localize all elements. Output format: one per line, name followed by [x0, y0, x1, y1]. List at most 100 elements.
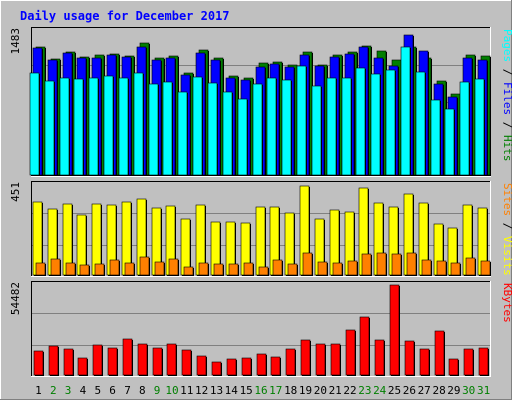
- bar-sites-day-24: [376, 252, 387, 276]
- x-tick-label-day-7: 7: [124, 384, 131, 397]
- x-tick-label-day-25: 25: [388, 384, 401, 397]
- chart-title: Daily usage for December 2017: [20, 9, 230, 23]
- x-tick-label-day-10: 10: [165, 384, 178, 397]
- x-tick-label-day-23: 23: [358, 384, 371, 397]
- bar-sites-day-13: [213, 263, 224, 276]
- panel-pages-files-hits-legend: Pages / Files / Hits: [501, 29, 512, 162]
- bar-kbytes-day-29: [448, 358, 459, 376]
- bar-pages-day-25: [385, 69, 396, 176]
- bar-sites-day-27: [421, 259, 432, 276]
- bar-sites-day-7: [124, 262, 135, 276]
- bar-kbytes-day-10: [166, 343, 177, 376]
- bar-sites-day-25: [391, 253, 402, 276]
- legend-separator: /: [501, 216, 512, 236]
- x-tick-label-day-11: 11: [180, 384, 193, 397]
- x-tick-label-day-21: 21: [329, 384, 342, 397]
- bar-sites-day-11: [183, 266, 194, 276]
- bar-pages-day-29: [444, 108, 455, 176]
- panel-pages-files-hits-ymax-label: 1483: [9, 28, 22, 55]
- bar-pages-day-12: [192, 76, 203, 176]
- bar-pages-day-30: [459, 81, 470, 176]
- x-tick-label-day-24: 24: [373, 384, 387, 397]
- bar-kbytes-day-11: [181, 349, 192, 376]
- bar-pages-day-22: [341, 77, 352, 176]
- bar-kbytes-day-24: [374, 339, 385, 376]
- bar-kbytes-day-9: [152, 347, 163, 376]
- bar-pages-day-23: [355, 67, 366, 176]
- bar-kbytes-day-15: [241, 357, 252, 376]
- bar-sites-day-30: [465, 257, 476, 276]
- bar-pages-day-16: [252, 83, 263, 176]
- bar-pages-day-14: [222, 91, 233, 176]
- chart-panels: 1483 Pages / Files / Hits 451 Sites / Visit…: [9, 27, 512, 377]
- bar-kbytes-day-31: [478, 347, 489, 376]
- bar-sites-day-28: [436, 260, 447, 276]
- bar-sites-day-14: [228, 263, 239, 276]
- x-axis-day-labels: 1 2 3 4 5 6 7 8 9 10 11 12 13 14 15 16 17 18 19 20 21 22 23 24 2…: [35, 384, 490, 397]
- bar-kbytes-day-16: [256, 353, 267, 376]
- bar-sites-day-31: [480, 260, 491, 276]
- legend-entry-hits: Hits: [501, 135, 512, 162]
- bar-visits-day-11: [180, 218, 191, 276]
- bar-visits-day-16: [255, 206, 266, 276]
- legend-entry-sites: Sites: [501, 183, 512, 216]
- bar-kbytes-day-1: [33, 350, 44, 376]
- legend-entry-pages: Pages: [501, 29, 512, 62]
- x-tick-label-day-27: 27: [418, 384, 431, 397]
- bar-pages-day-18: [281, 79, 292, 176]
- bar-pages-day-31: [474, 78, 485, 176]
- legend-entry-kbytes: KBytes: [501, 283, 512, 323]
- bar-sites-day-23: [361, 253, 372, 276]
- x-tick-label-day-13: 13: [210, 384, 223, 397]
- bar-kbytes-day-5: [92, 344, 103, 376]
- x-tick-label-day-1: 1: [35, 384, 42, 397]
- bar-sites-day-29: [450, 262, 461, 276]
- x-tick-label-day-9: 9: [154, 384, 161, 397]
- bar-sites-day-15: [243, 262, 254, 276]
- bar-pages-day-10: [162, 81, 173, 176]
- x-tick-label-day-31: 31: [477, 384, 490, 397]
- bar-pages-day-3: [59, 77, 70, 176]
- bar-sites-day-16: [258, 266, 269, 276]
- bar-pages-day-4: [73, 78, 84, 176]
- bar-kbytes-day-8: [137, 343, 148, 376]
- bar-sites-day-6: [109, 259, 120, 276]
- bar-sites-day-19: [302, 252, 313, 276]
- x-tick-label-day-8: 8: [139, 384, 146, 397]
- bar-pages-day-21: [326, 77, 337, 176]
- x-tick-label-day-29: 29: [447, 384, 460, 397]
- bar-pages-day-15: [237, 98, 248, 176]
- panel-kbytes-ymax-label: 54482: [9, 282, 22, 315]
- bar-sites-day-12: [198, 262, 209, 276]
- bar-pages-day-6: [103, 75, 114, 176]
- x-tick-label-day-28: 28: [432, 384, 445, 397]
- bar-pages-day-13: [207, 82, 218, 176]
- bar-sites-day-2: [50, 258, 61, 276]
- bar-pages-day-7: [118, 77, 129, 176]
- bar-kbytes-day-17: [270, 356, 281, 376]
- bar-kbytes-day-13: [211, 361, 222, 376]
- bar-kbytes-day-14: [226, 358, 237, 376]
- bar-sites-day-22: [347, 260, 358, 276]
- bar-kbytes-day-12: [196, 355, 207, 376]
- x-tick-label-day-2: 2: [50, 384, 57, 397]
- x-tick-label-day-5: 5: [94, 384, 101, 397]
- bar-sites-day-5: [94, 263, 105, 276]
- x-tick-label-day-6: 6: [109, 384, 116, 397]
- x-tick-label-day-14: 14: [225, 384, 239, 397]
- bar-kbytes-day-26: [404, 340, 415, 376]
- bar-kbytes-day-20: [315, 343, 326, 376]
- bar-sites-day-8: [139, 256, 150, 276]
- panel-kbytes-legend: KBytes: [501, 283, 512, 323]
- bar-kbytes-day-2: [48, 345, 59, 376]
- x-tick-label-day-12: 12: [195, 384, 208, 397]
- legend-entry-files: Files: [501, 82, 512, 115]
- x-tick-label-day-20: 20: [314, 384, 327, 397]
- panel-sites-visits-ymax-label: 451: [9, 182, 22, 202]
- bar-kbytes-day-25: [389, 284, 400, 376]
- bar-sites-day-10: [168, 258, 179, 276]
- bar-pages-day-27: [415, 71, 426, 176]
- bar-pages-day-1: [29, 72, 40, 176]
- bar-pages-day-8: [133, 72, 144, 176]
- bar-sites-day-3: [65, 262, 76, 276]
